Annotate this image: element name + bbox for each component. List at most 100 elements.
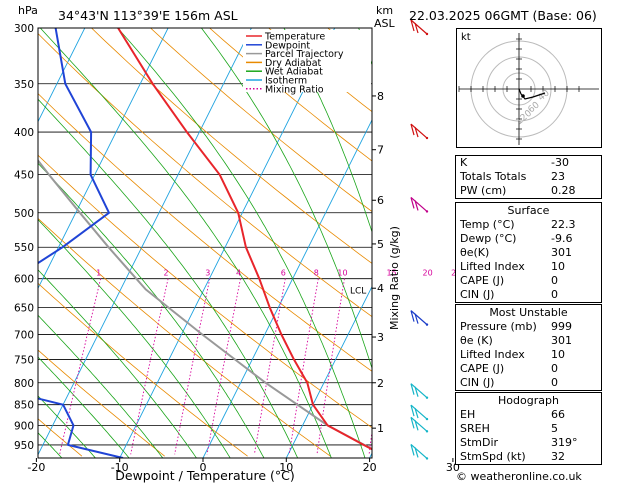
legend-entry: Isotherm	[265, 76, 307, 87]
isotherm-line	[202, 118, 372, 458]
wet-adiabat-line	[38, 219, 231, 458]
mixing-ratio-line	[59, 278, 102, 455]
wind-barb-staff	[410, 404, 428, 420]
pressure-tick-label: 800	[14, 378, 34, 390]
hodograph-label: SREH	[460, 422, 490, 435]
wet-adiabat-line	[38, 269, 197, 458]
isotherm-line	[285, 285, 372, 458]
unstable-label: CIN (J)	[460, 376, 495, 389]
mixing-ratio-label: 6	[281, 269, 286, 278]
index-row-totals: Totals Totals 23	[456, 170, 601, 184]
hodograph-trace	[518, 88, 546, 100]
km-tick-label: 2	[377, 377, 384, 390]
wind-barb-flag	[410, 197, 415, 209]
km-tick-label: 8	[377, 90, 384, 103]
surface-row: CIN (J) 0	[456, 288, 601, 302]
pressure-tick-label: 550	[14, 242, 34, 254]
wind-barb-staff	[410, 310, 428, 326]
km-tick-label: 6	[377, 194, 384, 207]
km-tick-label: 1	[377, 422, 384, 435]
pressure-tick-label: 600	[14, 274, 34, 286]
asl-label: ASL	[374, 17, 396, 30]
wind-barb	[410, 416, 429, 433]
chart-axes: 3003504004505005506006507007508008509009…	[14, 23, 461, 474]
surface-label: CAPE (J)	[460, 274, 505, 287]
wind-barb-dot	[425, 417, 429, 421]
isotherm-line	[38, 28, 252, 456]
hodograph-row: SREH 5	[456, 422, 601, 436]
pressure-tick-label: 850	[14, 400, 34, 412]
wet-adiabat-line	[38, 98, 299, 458]
surface-table: Surface Temp (°C) 22.3 Dewp (°C) -9.6 θe(K…	[455, 202, 602, 303]
pressure-tick-label: 500	[14, 208, 34, 220]
legend-entry: Wet Adiabat	[265, 67, 323, 78]
km-label: km	[376, 4, 393, 17]
dry-adiabat-line	[38, 349, 165, 457]
wind-barb-dot	[425, 396, 429, 399]
lcl-label: LCL	[350, 286, 366, 296]
index-label: K	[460, 156, 468, 169]
hodograph-table: Hodograph EH 66 SREH 5 StmDir 319° StmSpd (…	[455, 392, 602, 465]
wet-adiabat-line	[38, 356, 130, 458]
wind-barb	[410, 443, 429, 460]
pressure-tick-label: 700	[14, 329, 34, 341]
wind-barb-flag	[414, 447, 419, 458]
wind-barb-staff	[410, 443, 428, 459]
surface-value: 0	[551, 288, 558, 301]
mixing-ratio-label: 1	[96, 269, 101, 278]
parcel-trajectory-line	[38, 158, 372, 451]
footer-copyright[interactable]: © weatheronline.co.uk	[456, 470, 582, 483]
hodograph-svg: kt 40 60 120	[458, 32, 599, 145]
wet-adiabat-line	[358, 28, 372, 66]
mixing-ratio-line	[288, 278, 319, 455]
wind-barb-staff	[410, 123, 428, 139]
dry-adiabat-line	[38, 282, 248, 457]
km-tick-label: 5	[377, 238, 384, 251]
unstable-value: 0	[551, 362, 558, 375]
hodograph-value: 5	[551, 422, 558, 435]
mixing-ratio-label: 15	[387, 269, 397, 278]
hodograph-row: StmSpd (kt) 32	[456, 450, 601, 464]
legend-entry: Dewpoint	[265, 40, 310, 51]
index-value: 23	[551, 170, 565, 183]
wet-adiabat-line	[117, 28, 366, 458]
pressure-tick-label: 350	[14, 79, 34, 91]
wind-barb-staff	[410, 383, 428, 399]
pressure-tick-label: 900	[14, 420, 34, 432]
unstable-label: Lifted Index	[460, 348, 525, 361]
mixing-ratio-label: 20	[423, 269, 433, 278]
legend-entry: Parcel Trajectory	[265, 49, 344, 60]
wind-barb-flag	[414, 407, 419, 419]
mixing-ratio-label: 10	[337, 269, 347, 278]
surface-row: Dewp (°C) -9.6	[456, 232, 601, 246]
km-tick-label: 3	[377, 331, 384, 344]
unstable-value: 10	[551, 348, 565, 361]
unstable-title: Most Unstable	[489, 306, 568, 319]
x-tick-label: 20	[363, 461, 377, 474]
dry-adiabat-line	[623, 28, 629, 456]
wet-adiabat-line	[38, 395, 96, 458]
pressure-tick-label: 400	[14, 127, 34, 139]
unstable-row: θe (K) 301	[456, 334, 601, 348]
dry-adiabat-line	[209, 28, 372, 162]
unstable-label: CAPE (J)	[460, 362, 505, 375]
pressure-tick-label: 750	[14, 354, 34, 366]
unstable-row: CAPE (J) 0	[456, 362, 601, 376]
hodograph-value: 66	[551, 408, 565, 421]
wind-barb-flag	[410, 123, 415, 136]
pressure-tick-label: 650	[14, 303, 34, 315]
isotherm-line	[620, 28, 629, 458]
wind-barb	[410, 404, 429, 421]
datetime-title: 22.03.2025 06GMT (Base: 06)	[409, 8, 597, 23]
wind-barb-flag	[414, 386, 419, 397]
mixing-ratio-line	[407, 279, 429, 455]
wind-barb-flag	[410, 444, 415, 456]
x-tick-label: -20	[27, 461, 45, 474]
km-tick-label: 4	[377, 282, 384, 295]
unstable-row: CIN (J) 0	[456, 376, 601, 390]
wind-barb	[410, 123, 429, 140]
wind-barb-flag	[410, 404, 415, 417]
surface-row: Lifted Index 10	[456, 260, 601, 274]
x-tick-label: 0	[200, 461, 207, 474]
